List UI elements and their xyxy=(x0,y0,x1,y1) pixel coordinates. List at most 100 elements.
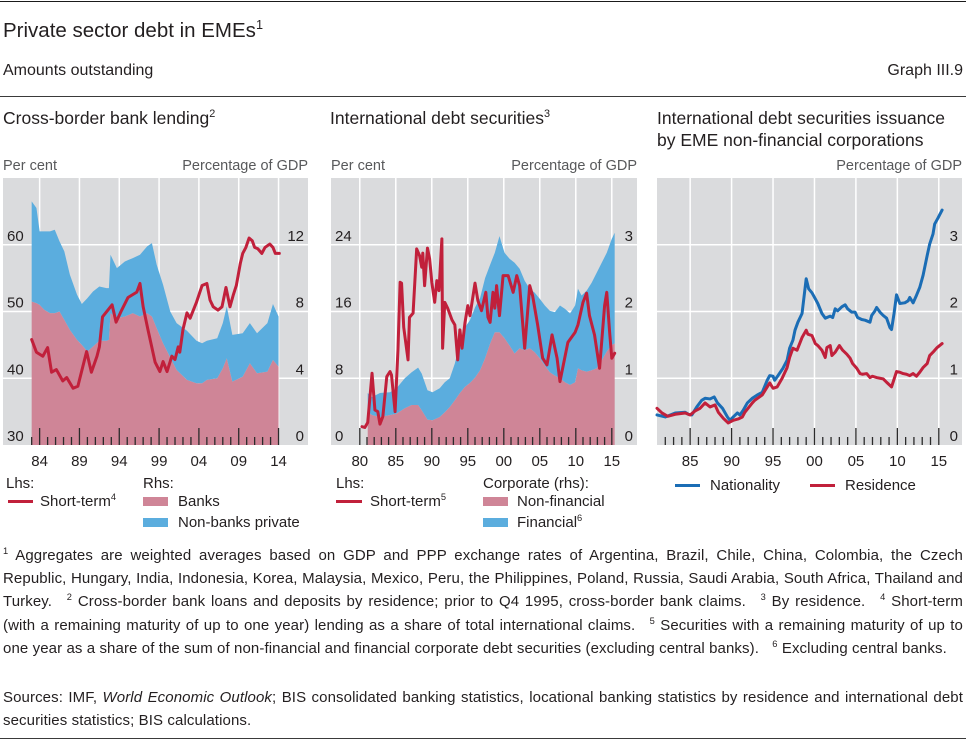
graph-subtitle: Amounts outstanding xyxy=(3,62,154,79)
footnote-ref: 2 xyxy=(209,108,216,121)
y-tick-label-right: 12 xyxy=(287,228,304,245)
y-tick-label-right: 3 xyxy=(950,228,958,245)
legend-line-nationality xyxy=(675,484,700,487)
legend-swatch-banks xyxy=(143,497,168,506)
footnote-4: 4 Short-term (with a remaining maturity … xyxy=(3,592,963,634)
legend-label-text: Short-term xyxy=(370,493,441,510)
sources: Sources: IMF, World Economic Outlook; BI… xyxy=(3,686,963,732)
footnote-6: 6 Excluding central banks. xyxy=(772,638,947,657)
footnote-ref: 4 xyxy=(110,492,117,502)
series-line-short-term xyxy=(360,237,617,429)
x-tick-label: 85 xyxy=(682,453,699,470)
x-tick-label: 90 xyxy=(723,453,740,470)
x-tick-label: 84 xyxy=(31,453,48,470)
x-tick-label: 00 xyxy=(806,453,823,470)
footnote-text: Securities with a remaining maturity of … xyxy=(3,616,963,657)
footnote-ref: 5 xyxy=(440,492,447,502)
legend-label-short-term: Short-term5 xyxy=(370,492,447,510)
x-tick-label: 09 xyxy=(230,453,247,470)
footnote-text: Cross-border bank loans and deposits by … xyxy=(77,593,746,611)
x-tick-label: 95 xyxy=(459,453,476,470)
y-tick-label-right: 0 xyxy=(296,428,304,445)
chart-nfc-issuance: 85 90 95 00 05 10 150 1 2 3 xyxy=(655,178,962,470)
legend-swatch-non-financial xyxy=(483,497,508,506)
x-tick-label: 85 xyxy=(387,453,404,470)
legend-label-nationality: Nationality xyxy=(710,477,781,494)
y-tick-label-left: 16 xyxy=(335,295,352,312)
footnote-number: 6 xyxy=(772,638,778,649)
y-tick-label-right: 2 xyxy=(625,295,633,312)
y-tick-label-right: 0 xyxy=(625,428,633,445)
legend-label-text: Short-term xyxy=(40,493,111,510)
y-tick-label-left: 40 xyxy=(7,361,24,378)
panel-title-intl-debt: International debt securities3 xyxy=(330,107,550,129)
bottom-rule xyxy=(0,738,966,739)
x-tick-label: 05 xyxy=(848,453,865,470)
legend-label-residence: Residence xyxy=(845,477,916,494)
series-line-nationality xyxy=(655,208,944,422)
legend-label-financial: Financial6 xyxy=(517,513,582,531)
footnote-text: Short-term (with a remaining maturity of… xyxy=(3,593,963,634)
right-axis-unit: Percentage of GDP xyxy=(836,158,962,174)
panel-title-cross-border: Cross-border bank lending2 xyxy=(3,107,215,129)
x-tick-label: 14 xyxy=(270,453,287,470)
series-area-non-financial xyxy=(367,332,615,445)
footnote-text: By residence. xyxy=(771,593,866,611)
legend-label-short-term: Short-term4 xyxy=(40,492,117,510)
legend-swatch-non-banks xyxy=(143,518,168,527)
legend-line-short-term xyxy=(8,500,33,503)
footnote-number: 2 xyxy=(66,592,73,603)
x-tick-label: 00 xyxy=(495,453,512,470)
legend-label-banks: Banks xyxy=(178,493,220,510)
footnote-text: Aggregates are weighted averages based o… xyxy=(3,547,963,611)
legend-rhs-heading: Corporate (rhs): xyxy=(483,475,589,492)
y-tick-label-right: 8 xyxy=(296,295,304,312)
x-tick-label: 95 xyxy=(765,453,782,470)
y-tick-label-right: 4 xyxy=(296,361,304,378)
x-tick-label: 94 xyxy=(111,453,128,470)
footnote-number: 1 xyxy=(3,546,9,556)
y-tick-label-left: 30 xyxy=(7,428,24,445)
y-tick-label-right: 1 xyxy=(625,361,633,378)
legend-rhs-heading: Rhs: xyxy=(143,475,174,492)
footnote-ref: 1 xyxy=(255,17,264,33)
x-tick-label: 15 xyxy=(930,453,947,470)
y-tick-label-left: 50 xyxy=(7,295,24,312)
y-tick-label-left: 24 xyxy=(335,228,352,245)
legend-label-non-financial: Non-financial xyxy=(517,493,605,510)
legend-lhs-heading: Lhs: xyxy=(6,475,35,492)
y-tick-label-right: 0 xyxy=(950,428,958,445)
legend-line-residence xyxy=(810,484,835,487)
sources-publication: World Economic Outlook xyxy=(102,689,273,706)
panel-title-text: Cross-border bank lending xyxy=(3,108,210,128)
series-area-financial xyxy=(367,232,615,421)
footnote-number: 3 xyxy=(760,592,766,603)
footnote-number: 4 xyxy=(880,592,886,603)
panel-title-text: International debt securities xyxy=(330,108,545,128)
x-tick-label: 05 xyxy=(531,453,548,470)
y-tick-label-left: 0 xyxy=(335,428,343,445)
x-tick-label: 04 xyxy=(191,453,208,470)
graph-title: Private sector debt in EMEs1 xyxy=(3,17,264,43)
footnote-number: 5 xyxy=(649,615,655,626)
series-line-short-term xyxy=(30,236,281,390)
chart-international-debt-securities: 80 85 90 95 00 05 10 15 0 8 16 24 0 1 2 3 xyxy=(331,178,637,470)
series-line-residence xyxy=(655,328,944,425)
graph-id: Graph III.9 xyxy=(887,62,963,79)
legend-label-non-banks: Non-banks private xyxy=(178,514,300,531)
series-area-non-banks-private xyxy=(31,201,279,384)
x-tick-label: 10 xyxy=(567,453,584,470)
footnote-3: 3 By residence. xyxy=(760,592,866,611)
y-tick-label-right: 3 xyxy=(625,228,633,245)
y-tick-label-left: 60 xyxy=(7,228,24,245)
panel-title-issuance-line1: International debt securities issuance xyxy=(657,108,945,128)
footnote-5: 5 Securities with a remaining maturity o… xyxy=(3,615,963,657)
y-tick-label-right: 1 xyxy=(950,361,958,378)
x-tick-label: 99 xyxy=(151,453,168,470)
footnote-1: 1 Aggregates are weighted averages based… xyxy=(3,546,963,611)
right-axis-unit: Percentage of GDP xyxy=(182,158,308,174)
footnote-text: Excluding central banks. xyxy=(781,639,947,657)
sources-prefix: Sources: IMF, xyxy=(3,689,103,706)
panel-title-issuance-line2: by EME non-financial corporations xyxy=(657,130,924,150)
